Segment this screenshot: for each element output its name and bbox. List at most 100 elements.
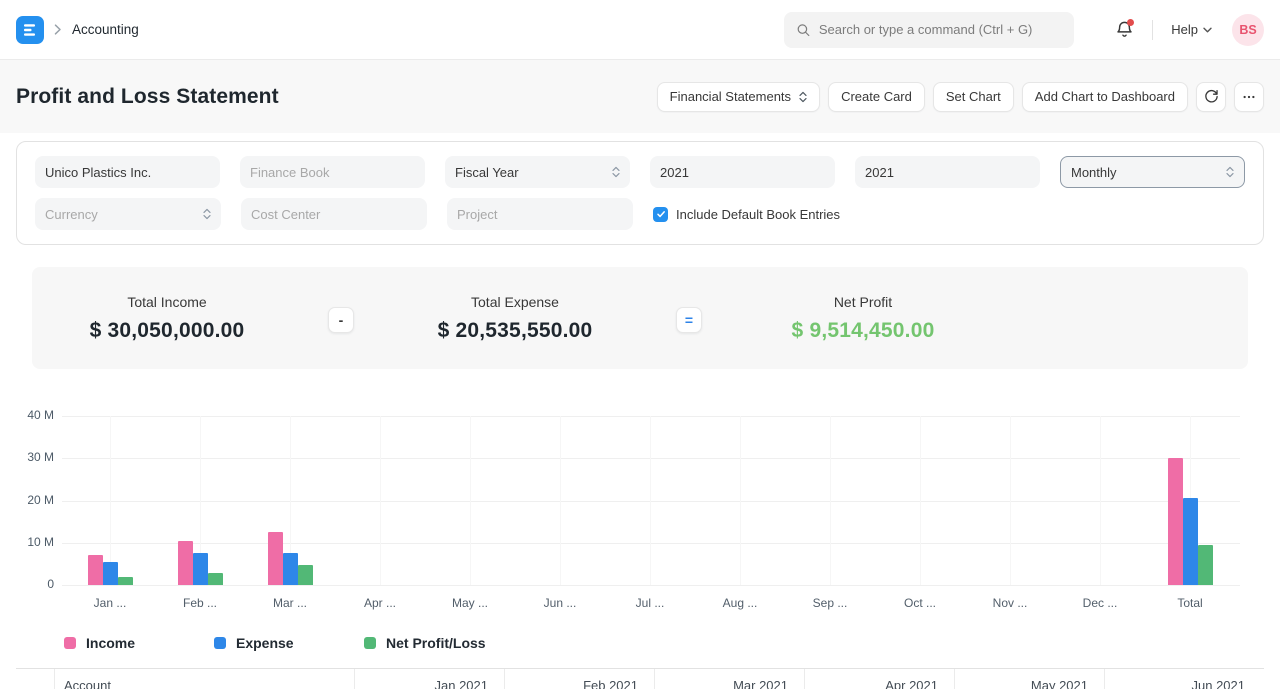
project-input[interactable]: [457, 207, 623, 222]
bar-net-profit-loss-0[interactable]: [118, 577, 133, 585]
table-header-account[interactable]: Account: [55, 669, 355, 689]
x-axis-tick: Sep ...: [785, 596, 875, 610]
bar-expense-2[interactable]: [283, 553, 298, 585]
table-header-may-2021[interactable]: May 2021: [955, 669, 1105, 689]
add-chart-to-dashboard-button[interactable]: Add Chart to Dashboard: [1022, 82, 1188, 112]
bar-net-profit-loss-1[interactable]: [208, 573, 223, 585]
checkbox-label: Include Default Book Entries: [676, 207, 840, 222]
period-based-on-select[interactable]: Fiscal Year: [445, 156, 630, 188]
table-header-jan-2021[interactable]: Jan 2021: [355, 669, 505, 689]
legend-item-net-profit-loss: Net Profit/Loss: [364, 635, 486, 651]
checkbox-checked[interactable]: [653, 207, 668, 222]
search-input[interactable]: [819, 22, 1062, 37]
page-title: Profit and Loss Statement: [16, 85, 279, 109]
page-head: Profit and Loss Statement Financial Stat…: [0, 60, 1280, 133]
legend-item-income: Income: [64, 635, 214, 651]
end-year-input[interactable]: [865, 165, 1030, 180]
global-search[interactable]: [784, 12, 1074, 48]
menu-button[interactable]: [1234, 82, 1264, 112]
table-header-feb-2021[interactable]: Feb 2021: [505, 669, 655, 689]
chart: 40 M30 M20 M10 M0Jan ...Feb ...Mar ...Ap…: [0, 369, 1280, 619]
summary-card-label: Net Profit: [834, 294, 892, 310]
table-header-index: [16, 669, 55, 689]
x-axis-tick: May ...: [425, 596, 515, 610]
table-header-jun-2021[interactable]: Jun 2021: [1105, 669, 1261, 689]
finance-book-field[interactable]: [240, 156, 425, 188]
bar-income-1[interactable]: [178, 541, 193, 585]
check-icon: [656, 209, 666, 219]
start-year-input[interactable]: [660, 165, 825, 180]
x-axis-tick: Apr ...: [335, 596, 425, 610]
select-chevrons-icon: [203, 208, 211, 220]
summary-card-value: $ 9,514,450.00: [792, 319, 935, 343]
breadcrumb-chevron-icon: [54, 24, 62, 35]
company-input[interactable]: [45, 165, 210, 180]
x-axis-tick: Dec ...: [1055, 596, 1145, 610]
x-axis-tick: Nov ...: [965, 596, 1055, 610]
period-based-on-value: Fiscal Year: [455, 165, 519, 180]
x-axis-tick: Total: [1145, 596, 1235, 610]
erpnext-logo-icon: [22, 22, 38, 38]
bar-income-12[interactable]: [1168, 458, 1183, 585]
ellipsis-icon: [1242, 90, 1256, 104]
help-label: Help: [1171, 22, 1198, 37]
summary-card-1: Total Expense$ 20,535,550.00: [380, 294, 650, 343]
summary-operator-=: =: [676, 307, 702, 333]
notifications-button[interactable]: [1112, 18, 1136, 42]
currency-select[interactable]: Currency: [35, 198, 221, 230]
legend-item-expense: Expense: [214, 635, 364, 651]
navbar: Accounting Help BS: [0, 0, 1280, 60]
financial-statements-dropdown[interactable]: Financial Statements: [657, 82, 820, 112]
chevron-down-icon: [1203, 27, 1212, 33]
legend-label: Net Profit/Loss: [386, 635, 486, 651]
bar-expense-12[interactable]: [1183, 498, 1198, 585]
periodicity-select[interactable]: Monthly: [1060, 156, 1245, 188]
currency-placeholder: Currency: [45, 207, 98, 222]
finance-book-input[interactable]: [250, 165, 415, 180]
x-axis-tick: Mar ...: [245, 596, 335, 610]
cost-center-input[interactable]: [251, 207, 417, 222]
select-chevrons-icon: [612, 166, 620, 178]
project-field[interactable]: [447, 198, 633, 230]
notification-dot: [1127, 19, 1134, 26]
table-header-apr-2021[interactable]: Apr 2021: [805, 669, 955, 689]
summary-row: Total Income $ 30,050,000.00 -Total Expens…: [32, 267, 1248, 369]
summary-card-2: Net Profit $ 9,514,450.00: [728, 294, 998, 343]
cost-center-field[interactable]: [241, 198, 427, 230]
summary-card-value: $ 30,050,000.00: [90, 319, 245, 343]
bar-income-2[interactable]: [268, 532, 283, 585]
user-avatar[interactable]: BS: [1232, 14, 1264, 46]
x-axis-tick: Jul ...: [605, 596, 695, 610]
summary-card-label: Total Income: [127, 294, 206, 310]
select-chevrons-icon: [1226, 166, 1234, 178]
x-axis-tick: Feb ...: [155, 596, 245, 610]
set-chart-button[interactable]: Set Chart: [933, 82, 1014, 112]
chart-plot-area: [0, 416, 1280, 585]
company-field[interactable]: [35, 156, 220, 188]
bar-expense-0[interactable]: [103, 562, 118, 585]
bar-net-profit-loss-12[interactable]: [1198, 545, 1213, 585]
summary-card-value: $ 20,535,550.00: [438, 319, 593, 343]
refresh-button[interactable]: [1196, 82, 1226, 112]
include-default-book-entries[interactable]: Include Default Book Entries: [653, 207, 839, 222]
app-logo[interactable]: [16, 16, 44, 44]
end-year-field[interactable]: [855, 156, 1040, 188]
summary-operator--: -: [328, 307, 354, 333]
legend-label: Income: [86, 635, 135, 651]
legend-swatch: [364, 637, 376, 649]
table-header-mar-2021[interactable]: Mar 2021: [655, 669, 805, 689]
bar-expense-1[interactable]: [193, 553, 208, 585]
bar-net-profit-loss-2[interactable]: [298, 565, 313, 585]
start-year-field[interactable]: [650, 156, 835, 188]
select-chevrons-icon: [799, 91, 807, 103]
gridline-h: [62, 585, 1240, 586]
create-card-button[interactable]: Create Card: [828, 82, 925, 112]
bar-income-0[interactable]: [88, 555, 103, 585]
report-table-header: AccountJan 2021Feb 2021Mar 2021Apr 2021M…: [16, 668, 1264, 689]
breadcrumb-accounting[interactable]: Accounting: [72, 22, 139, 37]
help-menu[interactable]: Help: [1171, 22, 1212, 37]
periodicity-value: Monthly: [1071, 165, 1117, 180]
summary-card-0: Total Income $ 30,050,000.00: [32, 294, 302, 343]
x-axis-tick: Aug ...: [695, 596, 785, 610]
filter-section: Fiscal Year Monthly Currency: [16, 141, 1264, 245]
